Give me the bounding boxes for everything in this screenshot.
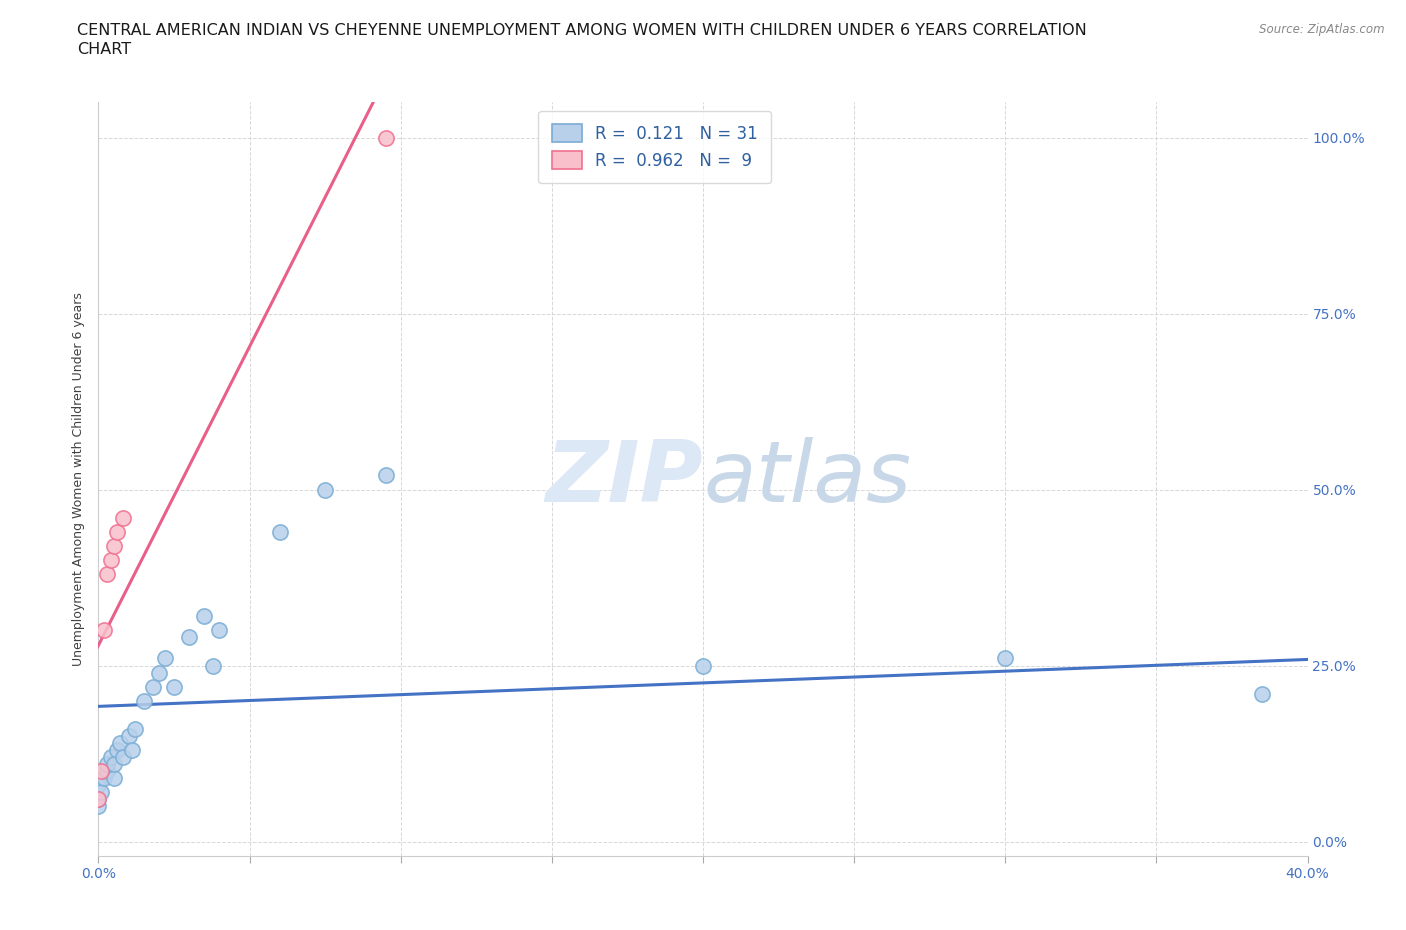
- Point: [103, 538, 125, 553]
- Point: [124, 722, 146, 737]
- Point: [87, 791, 110, 806]
- Point: [163, 679, 186, 694]
- Point: [202, 658, 225, 673]
- Point: [121, 742, 143, 757]
- Point: [153, 651, 176, 666]
- Point: [314, 482, 336, 497]
- Point: [108, 736, 131, 751]
- Point: [87, 791, 110, 806]
- Point: [93, 623, 115, 638]
- Text: CHART: CHART: [77, 42, 131, 57]
- Point: [208, 623, 231, 638]
- Point: [1251, 686, 1274, 701]
- Point: [103, 771, 125, 786]
- Point: [193, 609, 215, 624]
- Point: [105, 525, 128, 539]
- Point: [132, 693, 155, 708]
- Point: [179, 630, 201, 644]
- Text: CENTRAL AMERICAN INDIAN VS CHEYENNE UNEMPLOYMENT AMONG WOMEN WITH CHILDREN UNDER: CENTRAL AMERICAN INDIAN VS CHEYENNE UNEM…: [77, 23, 1087, 38]
- Point: [269, 525, 291, 539]
- Text: atlas: atlas: [703, 437, 911, 521]
- Point: [100, 750, 122, 764]
- Text: Source: ZipAtlas.com: Source: ZipAtlas.com: [1260, 23, 1385, 36]
- Point: [148, 665, 170, 680]
- Y-axis label: Unemployment Among Women with Children Under 6 years: Unemployment Among Women with Children U…: [72, 292, 86, 666]
- Point: [90, 785, 112, 800]
- Point: [142, 679, 165, 694]
- Point: [87, 799, 110, 814]
- Point: [103, 757, 125, 772]
- Point: [111, 511, 134, 525]
- Point: [96, 566, 118, 581]
- Text: ZIP: ZIP: [546, 437, 703, 521]
- Legend: R =  0.121   N = 31, R =  0.962   N =  9: R = 0.121 N = 31, R = 0.962 N = 9: [538, 111, 770, 183]
- Point: [100, 552, 122, 567]
- Point: [111, 750, 134, 764]
- Point: [96, 764, 118, 778]
- Point: [994, 651, 1017, 666]
- Point: [87, 777, 110, 792]
- Point: [96, 757, 118, 772]
- Point: [93, 771, 115, 786]
- Point: [692, 658, 714, 673]
- Point: [105, 742, 128, 757]
- Point: [118, 728, 141, 743]
- Point: [374, 468, 396, 483]
- Point: [374, 130, 396, 145]
- Point: [90, 764, 112, 778]
